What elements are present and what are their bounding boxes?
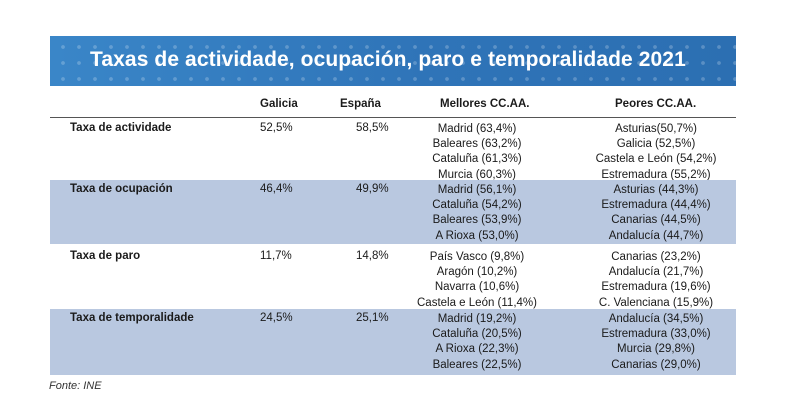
best-region: Baleares (63,2%) — [432, 138, 522, 151]
column-header-espana: España — [340, 98, 381, 110]
best-region: A Rioxa (22,3%) — [435, 343, 519, 356]
worst-region: Castela e León (54,2%) — [595, 153, 717, 166]
table-row: Taxa de actividade 52,5% 58,5% Madrid (6… — [50, 119, 736, 183]
row-label: Taxa de paro — [70, 250, 141, 262]
best-region: Cataluña (20,5%) — [432, 328, 522, 341]
column-header-best: Mellores CC.AA. — [440, 98, 530, 110]
espana-value: 25,1% — [356, 312, 389, 324]
header-divider — [50, 117, 736, 118]
best-region: Aragón (10,2%) — [436, 266, 518, 279]
title-banner: Taxas de actividade, ocupación, paro e t… — [50, 36, 736, 86]
worst-region: Asturias (44,3%) — [613, 184, 699, 196]
worst-region: Andalucía (44,7%) — [608, 229, 704, 242]
best-regions-list: País Vasco (9,8%) Aragón (10,2%) Navarra… — [407, 250, 547, 311]
table-row: Taxa de ocupación 46,4% 49,9% Madrid (56… — [50, 180, 736, 244]
best-region: Murcia (60,3%) — [438, 168, 516, 181]
best-region: Baleares (53,9%) — [432, 214, 522, 227]
worst-region: Canarias (29,0%) — [611, 358, 701, 371]
worst-region: Estremadura (44,4%) — [601, 199, 711, 212]
column-header-worst: Peores CC.AA. — [615, 98, 697, 110]
row-label: Taxa de ocupación — [70, 183, 173, 195]
best-region: Madrid (19,2%) — [437, 313, 517, 325]
best-region: Cataluña (54,2%) — [432, 199, 522, 212]
worst-region: Asturias(50,7%) — [615, 123, 697, 135]
best-region: Madrid (63,4%) — [437, 123, 517, 135]
column-header-galicia: Galicia — [260, 98, 298, 110]
worst-region: Canarias (23,2%) — [611, 251, 701, 263]
best-regions-list: Madrid (19,2%) Cataluña (20,5%) A Rioxa … — [407, 312, 547, 373]
worst-region: Andalucía (21,7%) — [608, 266, 704, 279]
worst-region: Estremadura (19,6%) — [601, 281, 711, 294]
best-region: País Vasco (9,8%) — [429, 251, 525, 263]
worst-region: C. Valenciana (15,9%) — [598, 296, 714, 309]
worst-regions-list: Asturias (44,3%) Estremadura (44,4%) Can… — [576, 183, 736, 244]
worst-region: Estremadura (33,0%) — [601, 328, 711, 341]
espana-value: 58,5% — [356, 122, 389, 134]
best-region: A Rioxa (53,0%) — [435, 229, 519, 242]
table-row: Taxa de temporalidade 24,5% 25,1% Madrid… — [50, 309, 736, 375]
row-label: Taxa de temporalidade — [70, 312, 194, 324]
galicia-value: 11,7% — [260, 250, 292, 262]
galicia-value: 24,5% — [260, 312, 293, 324]
worst-region: Galicia (52,5%) — [616, 138, 696, 151]
worst-regions-list: Canarias (23,2%) Andalucía (21,7%) Estre… — [576, 250, 736, 311]
best-region: Castela e León (11,4%) — [417, 296, 537, 309]
galicia-value: 52,5% — [260, 122, 293, 134]
row-label: Taxa de actividade — [70, 122, 172, 134]
best-region: Madrid (56,1%) — [437, 184, 517, 196]
best-regions-list: Madrid (56,1%) Cataluña (54,2%) Baleares… — [407, 183, 547, 244]
best-region: Cataluña (61,3%) — [432, 153, 522, 166]
worst-region: Estremadura (55,2%) — [601, 168, 711, 181]
worst-region: Murcia (29,8%) — [617, 343, 695, 356]
espana-value: 49,9% — [356, 183, 389, 195]
best-region: Baleares (22,5%) — [432, 358, 522, 371]
table-row: Taxa de paro 11,7% 14,8% País Vasco (9,8… — [50, 247, 736, 311]
worst-region: Andalucía (34,5%) — [608, 313, 704, 325]
best-region: Navarra (10,6%) — [434, 281, 520, 294]
espana-value: 14,8% — [356, 250, 389, 262]
worst-region: Canarias (44,5%) — [611, 214, 701, 227]
table-title: Taxas de actividade, ocupación, paro e t… — [90, 48, 686, 71]
table-header: Galicia España Mellores CC.AA. Peores CC… — [0, 98, 789, 112]
best-regions-list: Madrid (63,4%) Baleares (63,2%) Cataluña… — [407, 122, 547, 183]
worst-regions-list: Asturias(50,7%) Galicia (52,5%) Castela … — [576, 122, 736, 183]
galicia-value: 46,4% — [260, 183, 293, 195]
source-note: Fonte: INE — [49, 380, 102, 392]
worst-regions-list: Andalucía (34,5%) Estremadura (33,0%) Mu… — [576, 312, 736, 373]
